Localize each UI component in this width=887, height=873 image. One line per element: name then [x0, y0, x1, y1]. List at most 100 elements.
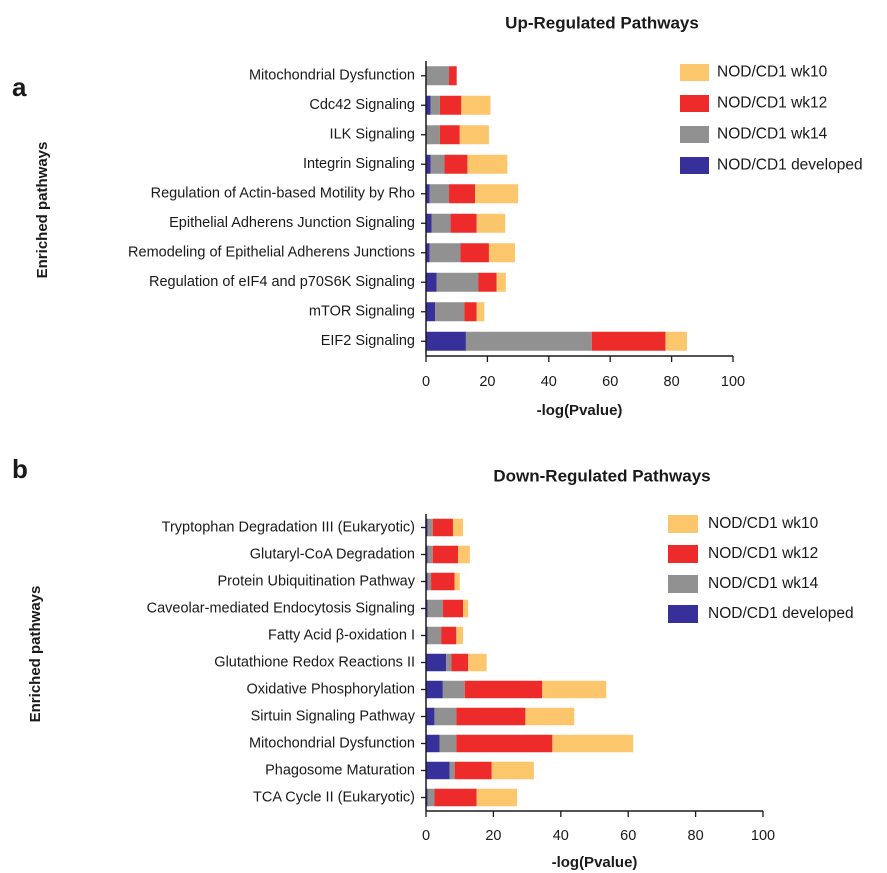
bar-segment-nod-cd1-wk10 — [468, 653, 487, 672]
bar-segment-nod-cd1-wk12 — [432, 545, 459, 564]
legend-label: NOD/CD1 developed — [717, 157, 863, 174]
bar-segment-nod-cd1-wk14 — [446, 653, 452, 672]
panel-label: b — [12, 454, 28, 484]
bar-row-regulation-of-actin-based-motility-by-rho — [426, 184, 519, 204]
bar-segment-nod-cd1-developed — [426, 572, 428, 591]
legend-swatch-nod-cd1-developed — [668, 605, 698, 623]
bar-row-tryptophan-degradation-iii-eukaryotic — [426, 518, 464, 537]
bar-segment-nod-cd1-developed — [426, 184, 430, 204]
legend: NOD/CD1 wk10 NOD/CD1 wk12 NOD/CD1 wk14 NOD/… — [680, 64, 863, 174]
bar-row-protein-ubiquitination-pathway — [426, 572, 460, 591]
category-label: Oxidative Phosphorylation — [247, 681, 415, 697]
bar-segment-nod-cd1-wk12 — [456, 734, 553, 753]
bar-segment-nod-cd1-wk14 — [465, 331, 592, 351]
category-label: Caveolar-mediated Endocytosis Signaling — [147, 600, 415, 616]
category-label: Fatty Acid β-oxidation I — [268, 627, 415, 643]
bar-row-glutathione-redox-reactions-ii — [426, 653, 487, 672]
x-tick-label: 40 — [553, 828, 569, 844]
category-label: Regulation of eIF4 and p70S6K Signaling — [149, 274, 415, 290]
bar-segment-nod-cd1-wk14 — [434, 707, 457, 726]
bar-row-tca-cycle-ii-eukaryotic — [426, 788, 517, 807]
bar-row-regulation-of-eif4-and-p70s6k-signaling — [426, 272, 506, 292]
bar-segment-nod-cd1-wk12 — [439, 125, 460, 145]
bar-segment-nod-cd1-wk12 — [444, 154, 468, 174]
bar-segment-nod-cd1-wk10 — [463, 599, 469, 618]
bar-segment-nod-cd1-wk14 — [430, 95, 440, 115]
x-tick-label: 80 — [688, 828, 704, 844]
legend-swatch-nod-cd1-wk12 — [680, 95, 709, 112]
bar-segment-nod-cd1-wk10 — [525, 707, 575, 726]
bar-segment-nod-cd1-developed — [426, 213, 432, 233]
x-tick-label: 0 — [422, 374, 430, 390]
bar-segment-nod-cd1-developed — [426, 331, 466, 351]
bar-segment-nod-cd1-wk14 — [449, 761, 455, 780]
legend-label: NOD/CD1 developed — [708, 605, 854, 622]
bar-segment-nod-cd1-wk10 — [467, 154, 508, 174]
bar-segment-nod-cd1-wk12 — [432, 518, 453, 537]
bar-segment-nod-cd1-wk12 — [441, 626, 457, 645]
bar-row-epithelial-adherens-junction-signaling — [426, 213, 506, 233]
bar-segment-nod-cd1-wk10 — [452, 518, 464, 537]
y-axis-label: Enriched pathways — [34, 142, 51, 279]
x-tick-label: 40 — [541, 374, 557, 390]
bar-segment-nod-cd1-wk14 — [431, 213, 451, 233]
bar-segment-nod-cd1-developed — [426, 761, 450, 780]
bar-segment-nod-cd1-developed — [426, 734, 440, 753]
bar-segment-nod-cd1-wk14 — [435, 302, 465, 322]
chart-title: Up-Regulated Pathways — [505, 13, 699, 32]
legend-swatch-nod-cd1-wk14 — [680, 126, 709, 143]
legend-swatch-nod-cd1-wk12 — [668, 545, 698, 563]
category-label: Epithelial Adherens Junction Signaling — [169, 215, 415, 231]
category-label: Phagosome Maturation — [265, 762, 415, 778]
bar-segment-nod-cd1-developed — [426, 653, 447, 672]
legend-label: NOD/CD1 wk14 — [717, 126, 828, 143]
bar-segment-nod-cd1-developed — [426, 680, 443, 699]
bar-segment-nod-cd1-wk14 — [436, 272, 479, 292]
legend-swatch-nod-cd1-wk10 — [680, 64, 709, 81]
category-label: ILK Signaling — [330, 127, 415, 143]
category-label: Glutathione Redox Reactions II — [214, 654, 415, 670]
bar-row-fatty-acid-oxidation-i — [426, 626, 464, 645]
bar-segment-nod-cd1-wk12 — [456, 707, 526, 726]
bar-row-mitochondrial-dysfunction — [426, 734, 634, 753]
bar-segment-nod-cd1-wk10 — [475, 184, 519, 204]
bar-segment-nod-cd1-developed — [426, 707, 435, 726]
bar-segment-nod-cd1-developed — [426, 272, 437, 292]
chart-title: Down-Regulated Pathways — [493, 466, 710, 485]
bar-segment-nod-cd1-wk10 — [459, 125, 489, 145]
bar-segment-nod-cd1-wk10 — [491, 761, 534, 780]
bar-segment-nod-cd1-wk10 — [458, 545, 470, 564]
bar-segment-nod-cd1-wk14 — [426, 66, 450, 86]
category-label: Glutaryl-CoA Degradation — [250, 546, 415, 562]
bar-row-mitochondrial-dysfunction — [426, 66, 457, 86]
bar-segment-nod-cd1-wk12 — [478, 272, 497, 292]
bar-segment-nod-cd1-wk10 — [456, 626, 464, 645]
bar-row-cdc42-signaling — [426, 95, 491, 115]
x-tick-label: 100 — [721, 374, 745, 390]
category-label: Cdc42 Signaling — [309, 97, 415, 113]
legend: NOD/CD1 wk10 NOD/CD1 wk12 NOD/CD1 wk14 NOD/… — [668, 515, 854, 623]
bar-segment-nod-cd1-wk14 — [429, 243, 461, 263]
y-axis-label: Enriched pathways — [27, 586, 44, 723]
bar-segment-nod-cd1-wk12 — [442, 599, 464, 618]
bar-segment-nod-cd1-wk12 — [460, 243, 489, 263]
panel-down-regulated: Down-Regulated Pathways b Enriched pathway… — [12, 454, 854, 871]
bar-segment-nod-cd1-wk12 — [451, 653, 469, 672]
category-label: EIF2 Signaling — [321, 333, 415, 349]
bar-segment-nod-cd1-wk12 — [450, 213, 477, 233]
x-tick-label: 60 — [620, 828, 636, 844]
bar-row-oxidative-phosphorylation — [426, 680, 607, 699]
bar-segment-nod-cd1-wk14 — [442, 680, 465, 699]
x-axis-label: -log(Pvalue) — [552, 854, 638, 871]
legend-swatch-nod-cd1-developed — [680, 157, 709, 174]
bar-segment-nod-cd1-wk10 — [476, 213, 506, 233]
bar-segment-nod-cd1-wk14 — [439, 734, 457, 753]
legend-swatch-nod-cd1-wk10 — [668, 515, 698, 533]
bar-segment-nod-cd1-wk10 — [476, 788, 517, 807]
bar-segment-nod-cd1-developed — [426, 518, 428, 537]
panel-up-regulated: Up-Regulated Pathways a Enriched pathways -… — [12, 13, 863, 419]
bar-row-phagosome-maturation — [426, 761, 534, 780]
category-label: Mitochondrial Dysfunction — [249, 68, 415, 84]
bar-segment-nod-cd1-wk10 — [488, 243, 516, 263]
